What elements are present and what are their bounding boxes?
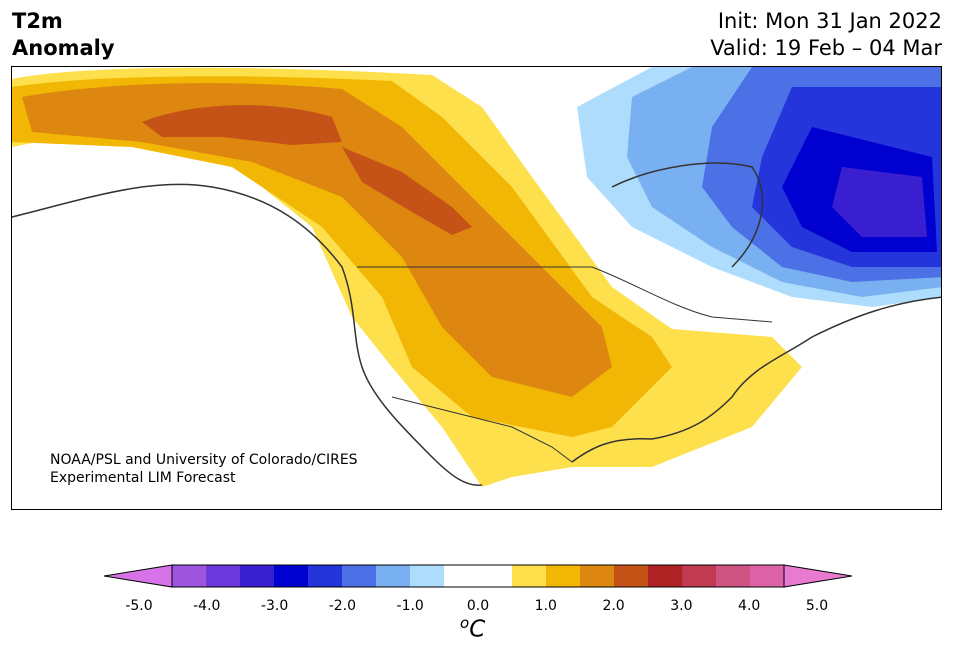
map-dates: Init: Mon 31 Jan 2022 Valid: 19 Feb – 04… [710, 8, 942, 62]
colorbar-tick-label: 1.0 [534, 598, 557, 614]
valid-range: Valid: 19 Feb – 04 Mar [710, 36, 942, 60]
colorbar-segment [512, 565, 547, 587]
colorbar-extend-low [104, 564, 173, 588]
colorbar-tick-label: 2.0 [602, 598, 625, 614]
title-variable: T2m [12, 9, 63, 33]
map-title: T2m Anomaly [12, 8, 115, 62]
colorbar-tick-label: 3.0 [670, 598, 693, 614]
border-us-mexico [391, 396, 573, 463]
border-us-canada [357, 266, 773, 323]
colorbar-tick-label: -3.0 [260, 598, 289, 614]
credit-line-1: NOAA/PSL and University of Colorado/CIRE… [50, 452, 358, 468]
colorbar-extend-high [783, 564, 852, 588]
coastline-west [12, 183, 483, 486]
unit-degree: o [460, 614, 470, 632]
colorbar-segment [580, 565, 615, 587]
anomaly-map [12, 67, 941, 487]
colorbar-segment [716, 565, 751, 587]
colorbar-segment [648, 565, 683, 587]
colorbar-tick-label: -2.0 [328, 598, 357, 614]
colorbar-segment [750, 565, 785, 587]
colorbar-segment [478, 565, 513, 587]
title-type: Anomaly [12, 36, 115, 60]
init-date: Init: Mon 31 Jan 2022 [717, 9, 942, 33]
credit-line-2: Experimental LIM Forecast [50, 470, 236, 486]
colorbar-segment [546, 565, 581, 587]
colorbar-segment [342, 565, 377, 587]
colorbar-tick-label: -1.0 [396, 598, 424, 614]
coastline-gulf [571, 296, 941, 463]
colorbar-tick-label: 0.0 [466, 598, 490, 614]
colorbar-segment [274, 565, 309, 587]
colorbar-segment [172, 565, 207, 587]
colorbar-tick-label: -5.0 [125, 598, 153, 614]
colorbar-tick-label: -4.0 [193, 598, 221, 614]
colorbar-segment [614, 565, 649, 587]
warm-band-3 [22, 83, 612, 397]
colorbar-tick-label: 4.0 [738, 598, 761, 614]
credit-text: NOAA/PSL and University of Colorado/CIRE… [50, 451, 358, 487]
colorbar-segment [240, 565, 275, 587]
colorbar-segment [682, 565, 717, 587]
warm-band-4b [342, 147, 472, 235]
cold-band-6 [832, 167, 927, 237]
coastline-hudson [611, 162, 764, 268]
colorbar-segment [206, 565, 241, 587]
map-frame: NOAA/PSL and University of Colorado/CIRE… [11, 66, 942, 510]
colorbar [104, 564, 852, 588]
warm-band-4 [142, 105, 342, 145]
unit-letter: C [469, 616, 486, 643]
colorbar-tick-label: 5.0 [805, 598, 829, 614]
colorbar-unit: oC [460, 614, 485, 643]
colorbar-segment [410, 565, 445, 587]
colorbar-segment [444, 565, 479, 587]
colorbar-segment [376, 565, 411, 587]
colorbar-outline [171, 564, 785, 588]
colorbar-segment [308, 565, 343, 587]
